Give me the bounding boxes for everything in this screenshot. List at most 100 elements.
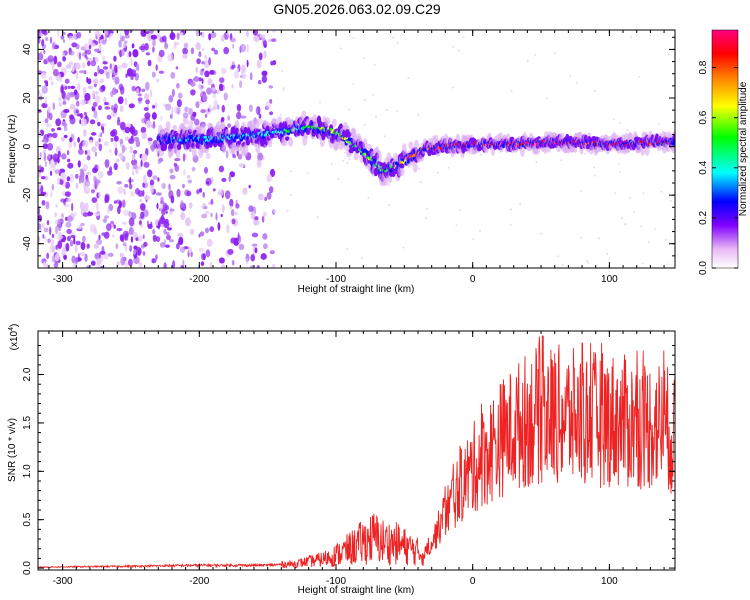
noise-blob [118, 200, 122, 209]
noise-blob [106, 223, 112, 232]
noise-speck [419, 181, 422, 184]
noise-blob [256, 265, 260, 268]
noise-blob [122, 44, 126, 49]
noise-blob [137, 165, 142, 170]
noise-speck [519, 203, 522, 206]
noise-speck [425, 217, 428, 220]
noise-blob [53, 55, 58, 65]
noise-blob [61, 153, 67, 160]
noise-blob [171, 88, 175, 97]
noise-blob [63, 109, 70, 113]
spectrogram-y-label: Frequency (Hz) [7, 115, 18, 184]
noise-blob [79, 252, 85, 257]
noise-blob [72, 263, 77, 268]
noise-blob [230, 65, 235, 70]
noise-blob [151, 123, 156, 129]
noise-blob [52, 102, 55, 111]
noise-blob [60, 198, 67, 203]
noise-blob [92, 167, 98, 174]
noise-blob [86, 155, 91, 161]
noise-blob [43, 152, 47, 162]
noise-blob [77, 136, 80, 143]
noise-blob [121, 237, 125, 243]
noise-blob [113, 135, 119, 142]
noise-blob [98, 143, 103, 152]
noise-blob [50, 190, 53, 198]
noise-blob [220, 264, 226, 268]
noise-blob [137, 93, 142, 97]
noise-blob [210, 31, 217, 39]
noise-blob [43, 49, 46, 55]
noise-blob [45, 37, 49, 41]
noise-blob [106, 71, 110, 79]
noise-blob [186, 190, 192, 197]
noise-blob [272, 30, 276, 33]
noise-blob [238, 243, 245, 251]
noise-blob [41, 222, 45, 229]
noise-blob [122, 199, 126, 208]
noise-blob [156, 192, 162, 196]
noise-speck [624, 223, 627, 226]
noise-blob [94, 151, 97, 157]
noise-blob [140, 211, 145, 219]
noise-blob [84, 150, 88, 155]
x-tick-label: -100 [326, 576, 346, 587]
noise-blob [169, 168, 174, 174]
noise-blob [51, 233, 55, 239]
noise-blob [98, 179, 101, 184]
noise-blob [106, 114, 112, 120]
noise-blob [61, 90, 66, 100]
noise-blob [128, 51, 132, 58]
noise-blob [171, 106, 174, 116]
noise-blob [246, 44, 249, 53]
noise-blob [182, 53, 188, 59]
noise-blob [169, 174, 176, 180]
noise-blob [94, 178, 100, 187]
noise-blob [218, 188, 224, 197]
noise-blob [117, 64, 122, 70]
noise-blob [241, 73, 247, 79]
noise-blob [73, 141, 77, 148]
noise-blob [117, 186, 124, 194]
ridge-halo [366, 143, 372, 150]
noise-speck [669, 199, 672, 202]
noise-blob [147, 137, 153, 142]
noise-blob [120, 257, 126, 266]
noise-blob [92, 56, 95, 62]
noise-blob [90, 260, 96, 266]
noise-blob [52, 68, 59, 77]
noise-blob [195, 101, 200, 109]
noise-speck [630, 36, 633, 39]
noise-blob [169, 208, 175, 212]
noise-blob [69, 114, 74, 120]
noise-blob [195, 42, 201, 51]
noise-blob [48, 76, 53, 81]
noise-blob [75, 183, 79, 189]
noise-blob [38, 165, 42, 174]
noise-blob [113, 142, 118, 148]
snr-y-axis: 0.0 0.5 1.0 1.5 2.0 [22, 345, 675, 575]
noise-blob [168, 239, 174, 243]
noise-blob [140, 159, 143, 168]
noise-blob [94, 30, 101, 37]
noise-speck [557, 255, 560, 258]
noise-blob [57, 61, 62, 68]
noise-blob [41, 102, 48, 109]
x-tick-label: -300 [53, 274, 73, 285]
noise-blob [201, 31, 205, 39]
spectrogram-marks [38, 30, 675, 268]
noise-blob [79, 201, 85, 211]
noise-blob [108, 203, 114, 212]
ridge-band [185, 139, 190, 150]
noise-blob [124, 183, 129, 188]
noise-speck [290, 194, 293, 197]
noise-blob [138, 220, 142, 225]
noise-blob [165, 244, 170, 248]
noise-blob [198, 188, 203, 193]
noise-blob [63, 255, 66, 259]
noise-speck [580, 190, 582, 193]
noise-blob [86, 49, 92, 55]
noise-blob [69, 103, 76, 110]
noise-blob [128, 103, 135, 109]
